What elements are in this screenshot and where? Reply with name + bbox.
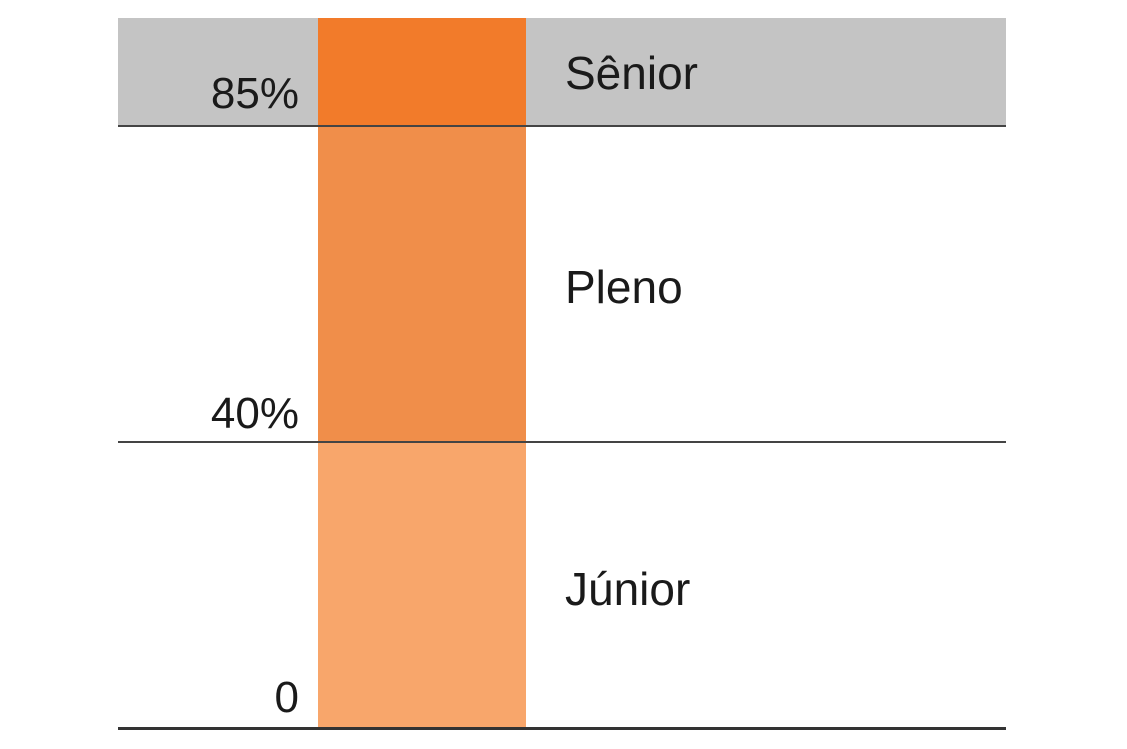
band-junior (118, 443, 1006, 727)
divider-pleno-junior (118, 441, 1006, 443)
level-label-senior: Sênior (565, 47, 698, 99)
threshold-label-pleno: 40% (210, 389, 299, 438)
band-pleno (118, 126, 1006, 442)
divider-senior-pleno (118, 125, 1006, 127)
threshold-label-senior: 85% (210, 69, 299, 118)
baseline (118, 727, 1006, 730)
level-label-junior: Júnior (565, 563, 691, 615)
column-segment-junior (318, 443, 526, 728)
column-segment-senior (318, 18, 526, 125)
column-segment-pleno (318, 126, 526, 442)
threshold-label-junior: 0 (274, 673, 299, 722)
band-senior (118, 18, 1006, 125)
level-label-pleno: Pleno (565, 261, 683, 313)
